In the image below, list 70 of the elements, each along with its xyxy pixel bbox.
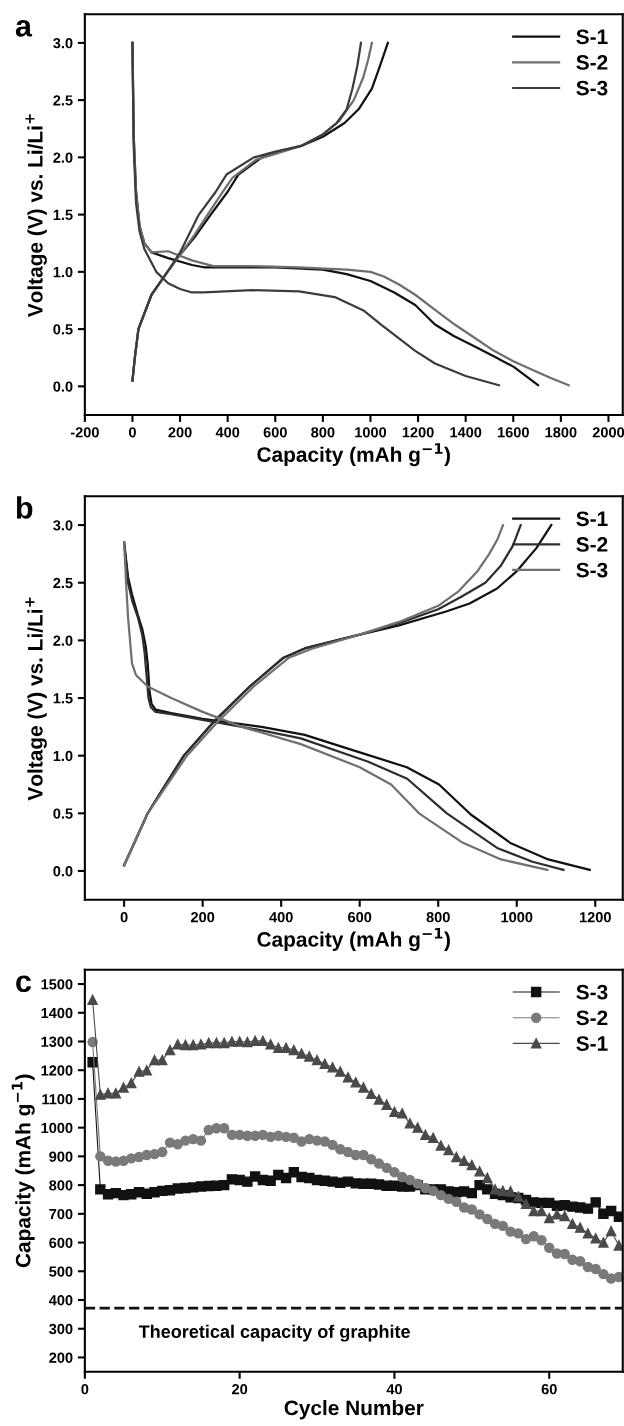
x-tick-label: 20	[232, 1384, 248, 1395]
y-tick-label: 1.5	[53, 209, 73, 221]
x-tick-label: 40	[386, 1384, 402, 1395]
x-tick-label: 60	[541, 1384, 557, 1395]
x-tick-label: 1000	[355, 427, 387, 438]
x-tick-label: 1600	[497, 427, 529, 438]
x-tick-label: 1200	[402, 427, 434, 438]
legend-label: S-2	[576, 1010, 608, 1026]
x-tick-label: 200	[190, 912, 215, 923]
legend-label: S-1	[576, 511, 608, 527]
legend-label: S-1	[576, 29, 608, 45]
x-tick-label: 600	[348, 912, 372, 923]
y-tick-label: 2.0	[53, 635, 73, 646]
y-tick-label: 1000	[41, 1122, 73, 1134]
x-tick-label: 600	[263, 427, 287, 438]
y-tick-label: 700	[49, 1208, 73, 1220]
y-tick-label: 2.0	[53, 152, 73, 163]
ref-line-label: Theoretical capacity of graphite	[138, 1324, 410, 1342]
y-tick-label: 0.0	[53, 381, 73, 392]
x-tick-label: 800	[311, 427, 335, 438]
y-tick-label: 900	[49, 1151, 73, 1162]
y-tick-label: 0.0	[53, 866, 73, 877]
y-tick-label: 1.0	[53, 750, 73, 762]
x-tick-label: 1000	[501, 912, 533, 923]
x-tick-label: 2000	[592, 427, 624, 438]
legend-label: S-3	[576, 80, 608, 96]
x-tick-label: 1800	[545, 427, 577, 438]
y-tick-label: 0.5	[53, 808, 73, 819]
y-tick-label: 3.0	[53, 37, 73, 49]
chart-title: a	[15, 19, 33, 37]
y-tick-label: 600	[49, 1237, 73, 1248]
y-tick-label: 1100	[42, 1094, 73, 1105]
y-axis-title: Capacity (mAh g$^{−1}$)	[11, 1074, 35, 1268]
y-tick-label: 2.5	[53, 577, 73, 589]
y-axis-title: Voltage (V) vs. Li/Li$^{+}$	[25, 114, 47, 318]
y-tick-label: 200	[49, 1352, 73, 1363]
y-tick-label: 1.0	[53, 266, 73, 278]
x-tick-label: 1200	[579, 912, 611, 923]
x-tick-label: 400	[269, 912, 293, 923]
y-tick-label: 800	[49, 1180, 73, 1191]
y-tick-label: 2.5	[53, 95, 73, 106]
x-axis-title: Capacity (mAh g$^{−1}$)	[257, 927, 450, 952]
y-tick-label: 300	[49, 1323, 73, 1335]
y-tick-label: 1300	[41, 1036, 73, 1047]
chart-title: b	[16, 496, 33, 519]
legend-label: S-1	[576, 1036, 608, 1051]
y-tick-label: 1400	[41, 1007, 73, 1019]
x-tick-label: 1400	[450, 427, 482, 438]
y-tick-label: 400	[48, 1295, 73, 1306]
y-tick-label: 1200	[41, 1065, 73, 1076]
x-tick-label: 0	[81, 1384, 89, 1395]
y-tick-label: 1.5	[53, 693, 73, 704]
x-axis-title: Capacity (mAh g$^{−1}$)	[257, 443, 450, 467]
x-tick-label: 800	[426, 912, 450, 923]
x-tick-label: -200	[70, 427, 99, 438]
x-tick-label: 200	[168, 427, 192, 438]
legend-label: S-3	[576, 984, 608, 1000]
legend-label: S-2	[576, 55, 608, 70]
legend-label: S-2	[576, 537, 608, 552]
y-axis-title: Voltage (V) vs. Li/Li$^{+}$	[25, 597, 47, 801]
chart-title: c	[16, 975, 32, 993]
x-axis-title: Cycle Number	[284, 1399, 424, 1420]
y-tick-label: 1500	[41, 979, 73, 990]
y-tick-label: 0.5	[53, 324, 73, 335]
y-tick-label: 500	[49, 1266, 73, 1277]
x-tick-label: 0	[120, 912, 128, 923]
x-tick-label: 400	[215, 427, 240, 438]
x-tick-label: 0	[128, 427, 136, 438]
legend-label: S-3	[576, 562, 608, 578]
y-tick-label: 3.0	[53, 520, 73, 531]
